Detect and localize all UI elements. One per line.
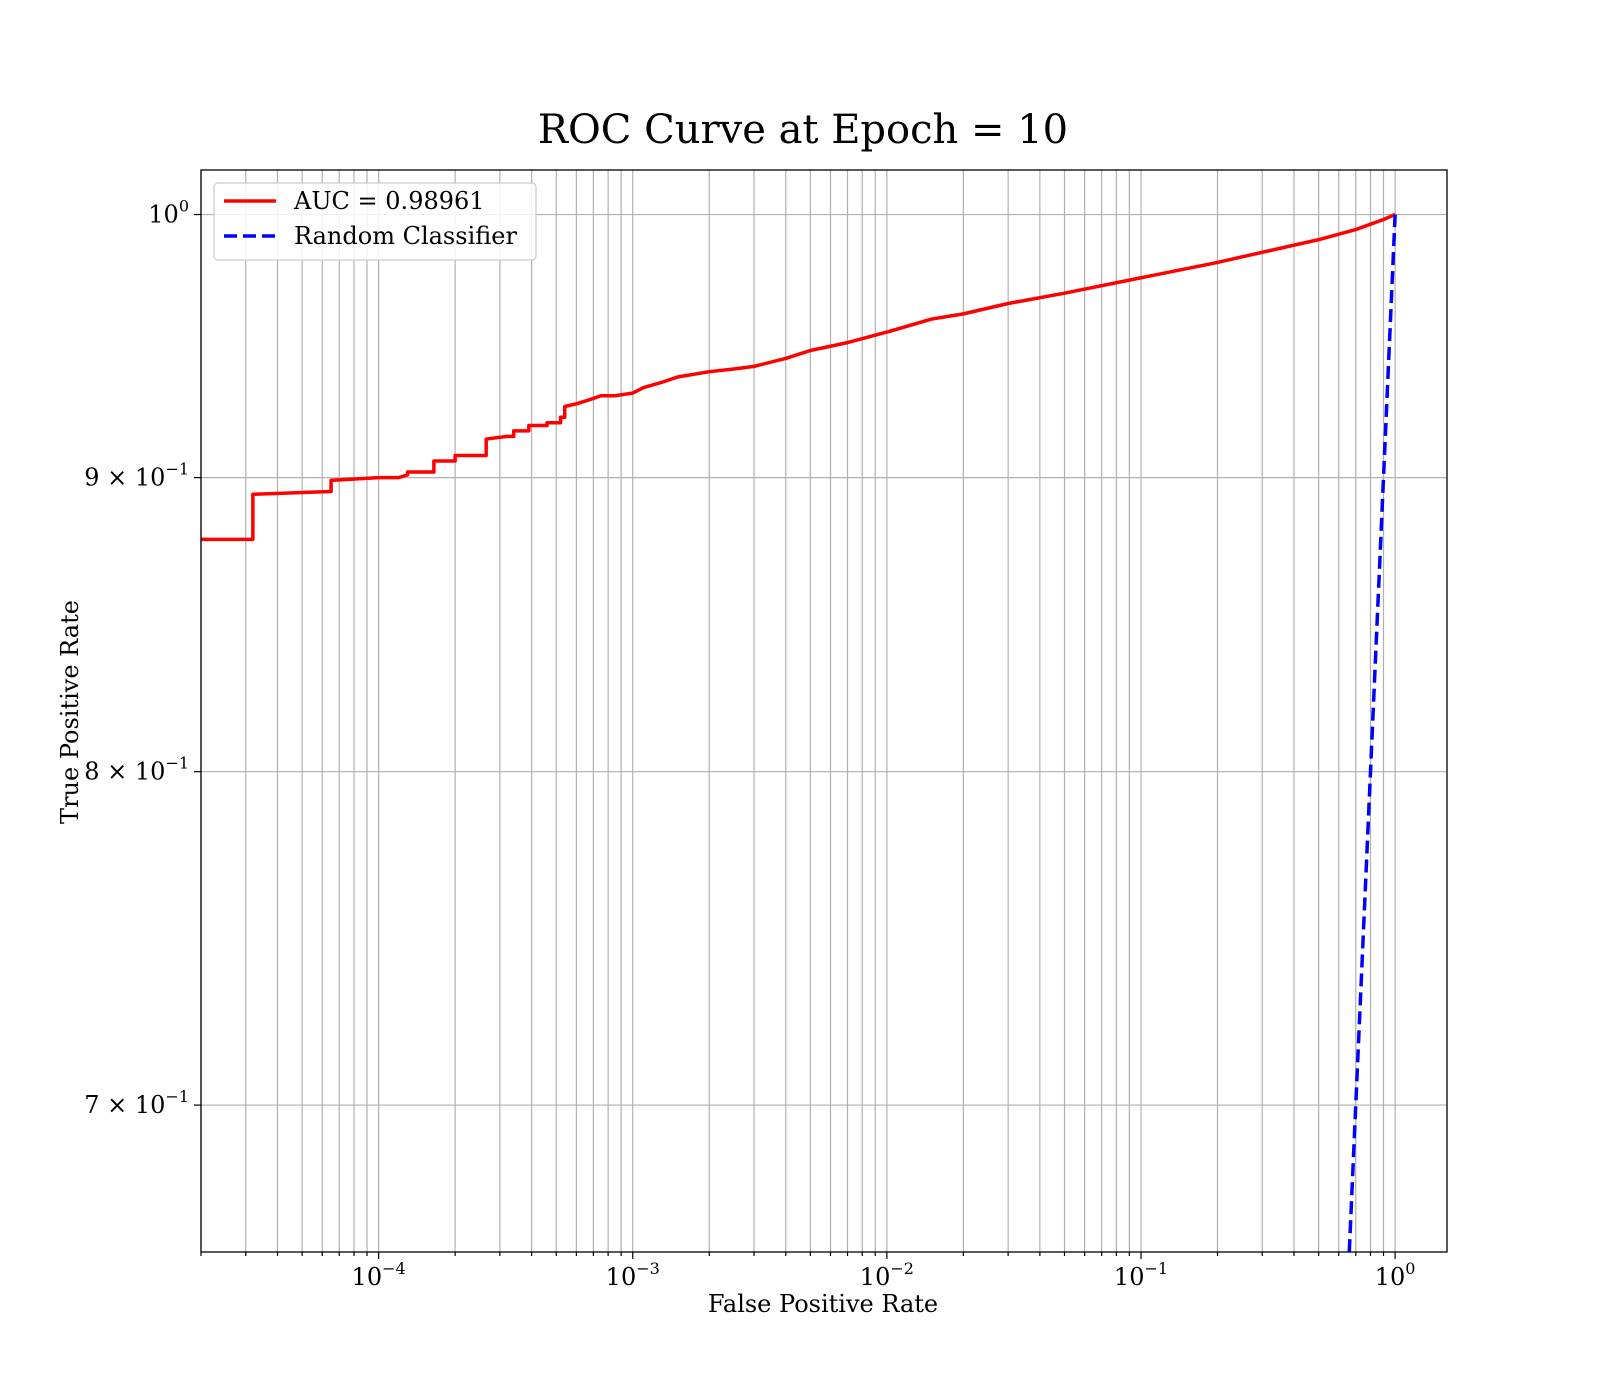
grid [200,170,1447,1252]
ticks: 100 9 × 10−1 8 × 10−1 7 × 10−1 10−4 10−3 10−2 1… [84,197,1415,1291]
legend-box [213,182,537,261]
legend-label-auc: AUC = 0.98961 [293,187,485,215]
x-tick-label: 10−2 [860,1259,914,1291]
y-tick-label: 7 × 10−1 [84,1087,189,1119]
y-axis-label: True Positive Rate [56,600,84,824]
x-axis-label: False Positive Rate [708,1290,938,1318]
y-tick-label: 9 × 10−1 [84,460,189,492]
legend: AUC = 0.98961 Random Classifier [213,182,537,261]
x-tick-label: 10−4 [352,1259,406,1291]
legend-label-random: Random Classifier [294,222,517,250]
random-classifier-line [1347,214,1397,1252]
plot-frame [200,169,1448,1253]
x-tick-label: 10−3 [606,1259,660,1291]
y-tick-label: 8 × 10−1 [84,754,189,786]
roc-curve-line [201,212,1396,542]
y-tick-label: 100 [148,197,189,229]
series-layer [201,212,1397,1252]
x-tick-label: 100 [1375,1259,1416,1291]
x-tick-label: 10−1 [1114,1259,1168,1291]
chart-title: ROC Curve at Epoch = 10 [538,107,1068,153]
